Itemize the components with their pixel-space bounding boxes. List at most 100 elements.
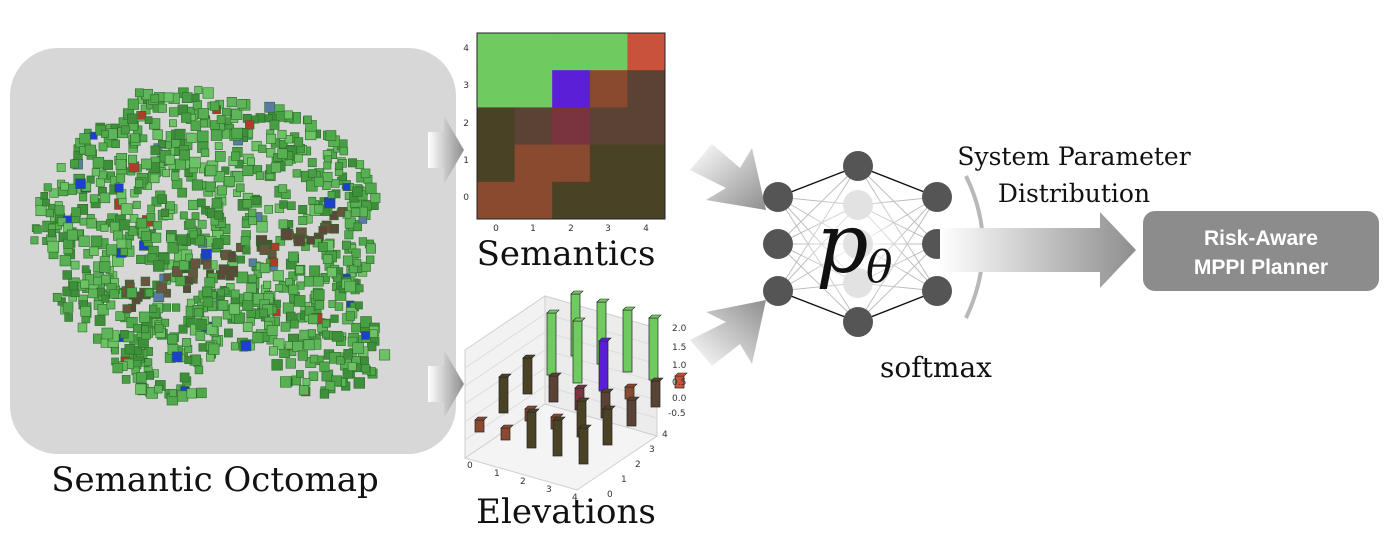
octomap-voxel [70,260,80,270]
elevation-y-tick: 3 [649,445,655,455]
octomap-voxel [277,129,287,139]
octomap-voxel [54,205,65,216]
heatmap-cell [589,181,628,220]
octomap-voxel [280,376,292,388]
octomap-voxel [235,183,245,193]
octomap-voxel [47,229,56,238]
octomap-voxel [171,266,183,277]
elevation-bar-top [572,317,586,322]
elevation-bar-top [500,424,514,429]
octomap-voxel [150,94,160,103]
elevation-z-tick: -0.5 [668,409,686,419]
heatmap-cell [514,181,553,220]
octomap-voxel [322,171,333,182]
octomap-voxel [330,314,339,323]
octomap-voxel [325,130,337,141]
octomap-voxel [319,361,330,372]
param-label-line2: Distribution [998,179,1150,208]
octomap-voxel [135,383,147,395]
octomap-voxel [242,165,254,177]
heatmap-cell [477,144,516,183]
octomap-voxel [116,238,127,249]
softmax-label: softmax [880,351,992,384]
octomap-voxel [99,261,111,273]
octomap-voxel [231,127,243,140]
elevation-y-tick: 1 [621,475,627,485]
octomap-voxel [196,387,207,399]
octomap-voxel [268,346,279,356]
octomap-voxel [136,254,146,264]
octomap-voxel [163,92,174,103]
octomap-voxel [355,284,364,293]
neural-network: p θ softmax [763,151,992,384]
elevation-z-ticks: 2.0 1.5 1.0 0.5 0.0 -0.5 [668,324,687,419]
elevation-bar [602,408,613,446]
octomap-voxel [280,228,293,241]
octomap-voxel [149,173,160,184]
octomap-voxel [63,238,74,250]
elevation-bar [474,419,485,433]
octomap-voxel [331,179,340,188]
heatmap-cell [514,70,553,108]
heatmap-cell [477,33,516,71]
octomap-voxel [115,311,126,321]
octomap-voxel [248,216,257,226]
octomap-voxel [285,277,293,286]
elevation-y-tick: 0 [607,490,613,500]
octomap-voxel [295,265,304,275]
octomap-voxel [167,333,178,345]
octomap-voxel [171,351,183,363]
octomap-voxel [169,107,179,117]
elevation-x-tick: 1 [494,469,500,479]
heatmap-x-tick: 3 [605,224,611,234]
octomap-voxel [102,159,113,170]
octomap-voxel [78,235,90,247]
elevation-z-tick: 2.0 [672,324,687,334]
arrow-octomap-to-elevations [428,350,464,418]
octomap-voxel [309,265,321,277]
octomap-voxel [321,319,330,328]
elevation-bar-top [522,354,536,359]
octomap-voxel [203,260,212,270]
octomap-voxel [89,246,99,256]
elevation-bar [548,375,559,403]
octomap-voxel [174,158,186,170]
octomap-voxel [166,233,176,243]
octomap-voxel [354,301,363,310]
octomap-voxel [353,222,362,232]
octomap-voxel [191,179,203,191]
octomap-voxel [100,223,109,232]
octomap-voxel [68,281,78,291]
octomap-voxel [360,356,369,366]
octomap-voxel [278,184,288,193]
octomap-voxel [52,292,62,302]
octomap-voxel [313,176,324,187]
heatmap-cell [627,33,666,71]
octomap-voxel [307,329,316,338]
elevation-bar-top [600,388,614,393]
octomap-voxel [42,198,50,207]
octomap-voxel [111,139,120,149]
octomap-voxel [233,312,246,324]
octomap-voxel [77,322,88,333]
octomap-voxel [217,185,227,196]
octomap-voxel [132,200,141,209]
octomap-voxel [228,303,240,315]
octomap-voxel [188,267,198,278]
elevation-bar-top [624,383,638,388]
octomap-voxel [240,236,251,246]
octomap-voxel [243,292,253,301]
octomap-voxel [322,330,330,339]
octomap-voxel [248,208,257,217]
octomap-voxel [190,120,202,131]
planner-label-line2: MPPI Planner [1194,256,1328,279]
octomap-voxel [210,129,223,141]
octomap-voxel [352,342,364,354]
octomap-voxel [109,289,119,299]
octomap-voxel [326,267,337,278]
octomap-voxel [252,196,261,205]
octomap-voxel [259,308,268,318]
octomap-voxel [60,182,69,191]
elevation-bar [598,340,609,392]
octomap-voxel [279,139,288,149]
